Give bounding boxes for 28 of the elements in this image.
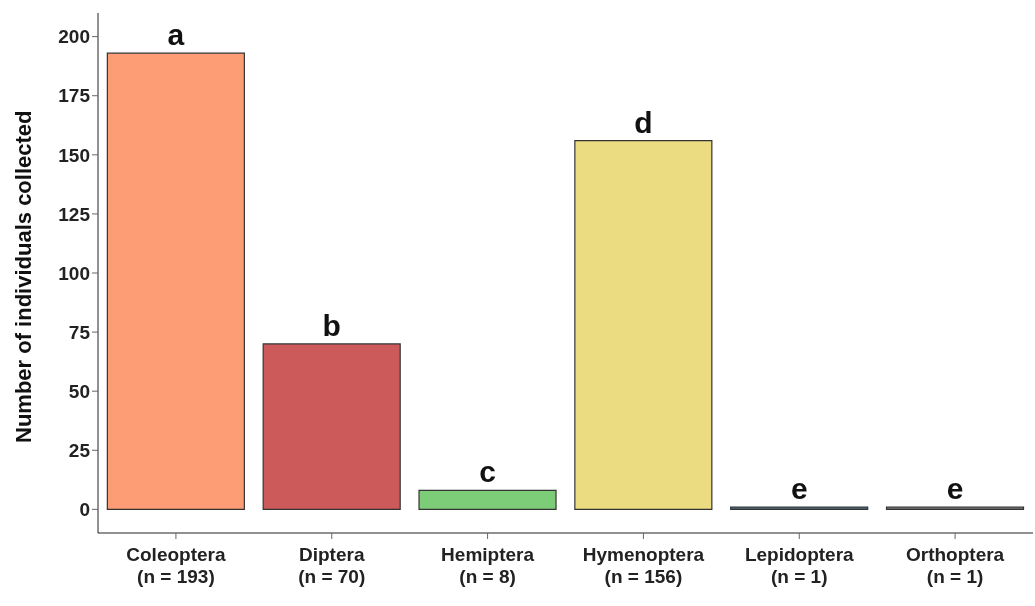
y-tick-label: 0 [79, 499, 90, 521]
x-tick-label: Lepidoptera (n = 1) [744, 544, 855, 587]
y-tick-label: 25 [68, 440, 91, 462]
x-tick-label: Hymenoptera (n = 156) [582, 544, 705, 587]
annotation: d [634, 105, 653, 139]
y-axis-title: Number of individuals collected [10, 110, 36, 443]
bar [106, 52, 245, 510]
x-tick-label: Orthoptera (n = 1) [905, 544, 1005, 587]
y-tick-label: 100 [58, 262, 90, 284]
annotation: e [790, 472, 808, 505]
bar [730, 506, 869, 510]
bar [418, 489, 557, 510]
y-tick-label: 125 [58, 203, 91, 225]
y-tick-label: 200 [58, 26, 90, 48]
y-tick-label: 150 [58, 144, 90, 166]
x-tick-label: Diptera (n = 70) [298, 544, 366, 587]
y-tick-label: 75 [68, 321, 91, 343]
x-tick-label: Hemiptera (n = 8) [441, 544, 535, 587]
annotation: a [167, 18, 185, 52]
bar [574, 140, 713, 510]
bar [262, 343, 401, 510]
y-tick-label: 175 [58, 85, 91, 107]
annotation: b [322, 308, 341, 342]
x-tick-label: Coleoptera (n = 193) [126, 544, 226, 587]
annotation: c [479, 455, 496, 489]
y-tick-label: 50 [68, 380, 90, 402]
annotation: e [946, 472, 964, 505]
bar [885, 506, 1025, 510]
